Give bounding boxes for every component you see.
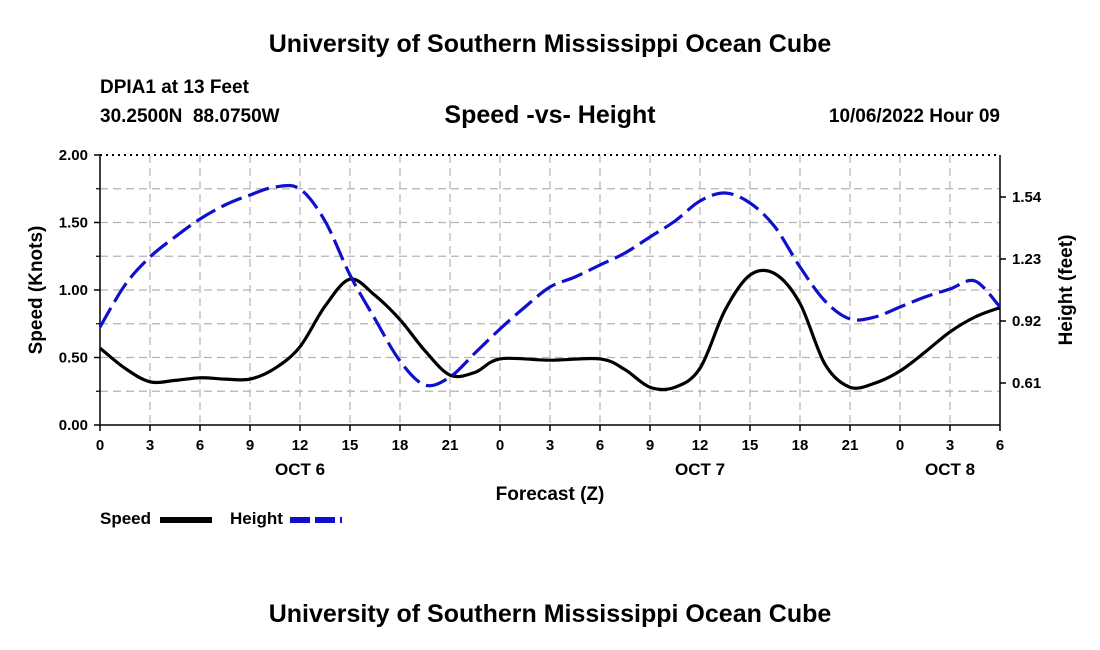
x-tick-label: 21 [442, 437, 459, 454]
x-tick-label: 3 [546, 437, 554, 454]
y-left-tick-label: 2.00 [59, 147, 88, 164]
y-right-tick-label: 1.23 [1012, 251, 1041, 268]
y-left-axis-title: Speed (Knots) [26, 226, 47, 355]
x-tick-label: 21 [842, 437, 859, 454]
x-axis-title: Forecast (Z) [496, 484, 605, 505]
x-tick-label: 12 [692, 437, 709, 454]
x-tick-label: 9 [646, 437, 654, 454]
x-tick-label: 15 [342, 437, 359, 454]
legend-speed-label: Speed [100, 509, 152, 528]
y-left-tick-label: 1.00 [59, 282, 88, 299]
y-right-tick-label: 0.61 [1012, 375, 1041, 392]
x-tick-label: 6 [196, 437, 204, 454]
series-line-height [98, 183, 1002, 388]
x-tick-label: 3 [946, 437, 954, 454]
x-tick-label: 9 [246, 437, 254, 454]
chart-subtitle: Speed -vs- Height [444, 101, 656, 129]
x-tick-label: 0 [496, 437, 504, 454]
page-title: University of Southern Mississippi Ocean… [268, 30, 832, 58]
legend-height-label: Height [230, 509, 283, 528]
date-label: OCT 7 [675, 460, 725, 479]
x-tick-label: 15 [742, 437, 759, 454]
coordinates-label: 30.2500N 88.0750W [100, 106, 280, 127]
y-left-tick-label: 0.50 [59, 350, 88, 367]
x-tick-label: 18 [392, 437, 409, 454]
x-tick-label: 18 [792, 437, 809, 454]
station-label: DPIA1 at 13 Feet [100, 77, 249, 98]
y-right-tick-label: 1.54 [1012, 189, 1042, 206]
run-date-label: 10/06/2022 Hour 09 [828, 106, 1000, 127]
date-label: OCT 8 [925, 460, 975, 479]
x-tick-label: 12 [292, 437, 309, 454]
x-tick-label: 0 [896, 437, 904, 454]
legend-height-swatch [290, 517, 342, 523]
y-right-axis-title: Height (feet) [1056, 235, 1077, 346]
date-label: OCT 6 [275, 460, 325, 479]
x-tick-label: 0 [96, 437, 104, 454]
legend-speed-swatch [160, 517, 212, 523]
y-left-tick-label: 0.00 [59, 417, 88, 434]
x-tick-label: 3 [146, 437, 154, 454]
footer-title: University of Southern Mississippi Ocean… [268, 600, 832, 628]
y-right-tick-label: 0.92 [1012, 313, 1041, 330]
y-left-tick-label: 1.50 [59, 215, 88, 232]
x-tick-label: 6 [996, 437, 1004, 454]
series-line-speed [98, 268, 1001, 392]
x-tick-label: 6 [596, 437, 604, 454]
